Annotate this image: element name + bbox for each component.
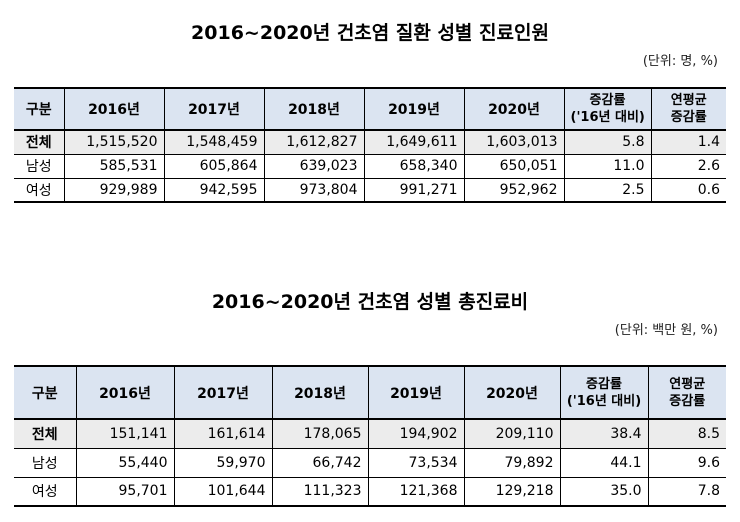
cell-2018: 111,323 — [271, 477, 369, 506]
table-row-female: 여성 95,701 101,644 111,323 121,368 129,21… — [14, 477, 726, 506]
header-annual-rate-line1: 연평균 — [669, 376, 706, 392]
cell-change-rate: 35.0 — [559, 477, 649, 506]
header-change-rate-line1: 증감률 — [589, 93, 626, 108]
cell-2019: 194,902 — [367, 419, 465, 448]
cell-annual-rate: 7.8 — [647, 477, 726, 506]
cell-annual-rate: 2.6 — [650, 154, 726, 178]
cell-2017: 1,548,459 — [163, 130, 265, 154]
header-2020: 2020년 — [463, 88, 565, 130]
row-label: 전체 — [14, 419, 77, 448]
header-2016: 2016년 — [63, 88, 165, 130]
cell-annual-rate: 9.6 — [647, 448, 726, 477]
cell-2019: 121,368 — [367, 477, 465, 506]
table-row-total: 전체 151,141 161,614 178,065 194,902 209,1… — [14, 419, 726, 448]
cell-2016: 151,141 — [75, 419, 175, 448]
table-row-male: 남성 585,531 605,864 639,023 658,340 650,0… — [14, 154, 726, 178]
header-2018: 2018년 — [263, 88, 365, 130]
header-annual-rate-line1: 연평균 — [670, 93, 707, 108]
cell-2020: 650,051 — [463, 154, 565, 178]
header-category: 구분 — [14, 88, 65, 130]
patients-table: 구분 2016년 2017년 2018년 2019년 2020년 증감률 ('1… — [14, 87, 726, 203]
row-label: 여성 — [14, 178, 65, 202]
cell-2017: 605,864 — [163, 154, 265, 178]
row-label: 여성 — [14, 477, 77, 506]
table1-title: 2016~2020년 건초염 질환 성별 진료인원 — [191, 22, 549, 44]
header-2018: 2018년 — [271, 366, 369, 419]
cell-change-rate: 44.1 — [559, 448, 649, 477]
cell-2016: 1,515,520 — [63, 130, 165, 154]
cell-2020: 1,603,013 — [463, 130, 565, 154]
cell-2019: 1,649,611 — [363, 130, 465, 154]
cell-2018: 66,742 — [271, 448, 369, 477]
cell-2019: 73,534 — [367, 448, 465, 477]
table-row-male: 남성 55,440 59,970 66,742 73,534 79,892 44… — [14, 448, 726, 477]
table-row-female: 여성 929,989 942,595 973,804 991,271 952,9… — [14, 178, 726, 202]
cell-2016: 55,440 — [75, 448, 175, 477]
header-annual-rate-line2: 증감률 — [670, 110, 707, 125]
cell-change-rate: 11.0 — [563, 154, 652, 178]
cell-2016: 585,531 — [63, 154, 165, 178]
header-2016: 2016년 — [75, 366, 175, 419]
cell-2017: 942,595 — [163, 178, 265, 202]
table-row-total: 전체 1,515,520 1,548,459 1,612,827 1,649,6… — [14, 130, 726, 154]
cell-2019: 991,271 — [363, 178, 465, 202]
expenses-table: 구분 2016년 2017년 2018년 2019년 2020년 증감률 ('1… — [14, 365, 726, 507]
table2-title: 2016~2020년 건초염 성별 총진료비 — [211, 291, 529, 313]
cell-2018: 1,612,827 — [263, 130, 365, 154]
cell-annual-rate: 1.4 — [650, 130, 726, 154]
header-change-rate: 증감률 ('16년 대비) — [563, 88, 652, 130]
row-label: 전체 — [14, 130, 65, 154]
cell-2018: 973,804 — [263, 178, 365, 202]
cell-2020: 209,110 — [463, 419, 561, 448]
header-annual-rate: 연평균 증감률 — [650, 88, 726, 130]
cell-2019: 658,340 — [363, 154, 465, 178]
header-2019: 2019년 — [363, 88, 465, 130]
header-2020: 2020년 — [463, 366, 561, 419]
header-change-rate-line1: 증감률 — [586, 376, 622, 392]
header-category: 구분 — [14, 366, 77, 419]
header-2017: 2017년 — [173, 366, 273, 419]
cell-2017: 101,644 — [173, 477, 273, 506]
cell-2017: 59,970 — [173, 448, 273, 477]
cell-2017: 161,614 — [173, 419, 273, 448]
table2-unit: (단위: 백만 원, %) — [614, 323, 718, 338]
header-annual-rate-line2: 증감률 — [669, 393, 706, 409]
header-change-rate-line2: ('16년 대비) — [570, 110, 645, 125]
cell-change-rate: 38.4 — [559, 419, 649, 448]
cell-2018: 178,065 — [271, 419, 369, 448]
cell-2020: 952,962 — [463, 178, 565, 202]
table-header-row: 구분 2016년 2017년 2018년 2019년 2020년 증감률 ('1… — [14, 88, 726, 130]
cell-2016: 929,989 — [63, 178, 165, 202]
row-label: 남성 — [14, 154, 65, 178]
table-header-row: 구분 2016년 2017년 2018년 2019년 2020년 증감률 ('1… — [14, 366, 726, 419]
cell-change-rate: 2.5 — [563, 178, 652, 202]
cell-2016: 95,701 — [75, 477, 175, 506]
header-annual-rate: 연평균 증감률 — [647, 366, 726, 419]
cell-2018: 639,023 — [263, 154, 365, 178]
table1-unit: (단위: 명, %) — [642, 54, 718, 69]
row-label: 남성 — [14, 448, 77, 477]
header-change-rate-line2: ('16년 대비) — [566, 393, 642, 409]
header-2017: 2017년 — [163, 88, 265, 130]
cell-annual-rate: 0.6 — [650, 178, 726, 202]
cell-annual-rate: 8.5 — [647, 419, 726, 448]
header-2019: 2019년 — [367, 366, 465, 419]
header-change-rate: 증감률 ('16년 대비) — [559, 366, 649, 419]
cell-2020: 129,218 — [463, 477, 561, 506]
cell-2020: 79,892 — [463, 448, 561, 477]
cell-change-rate: 5.8 — [563, 130, 652, 154]
